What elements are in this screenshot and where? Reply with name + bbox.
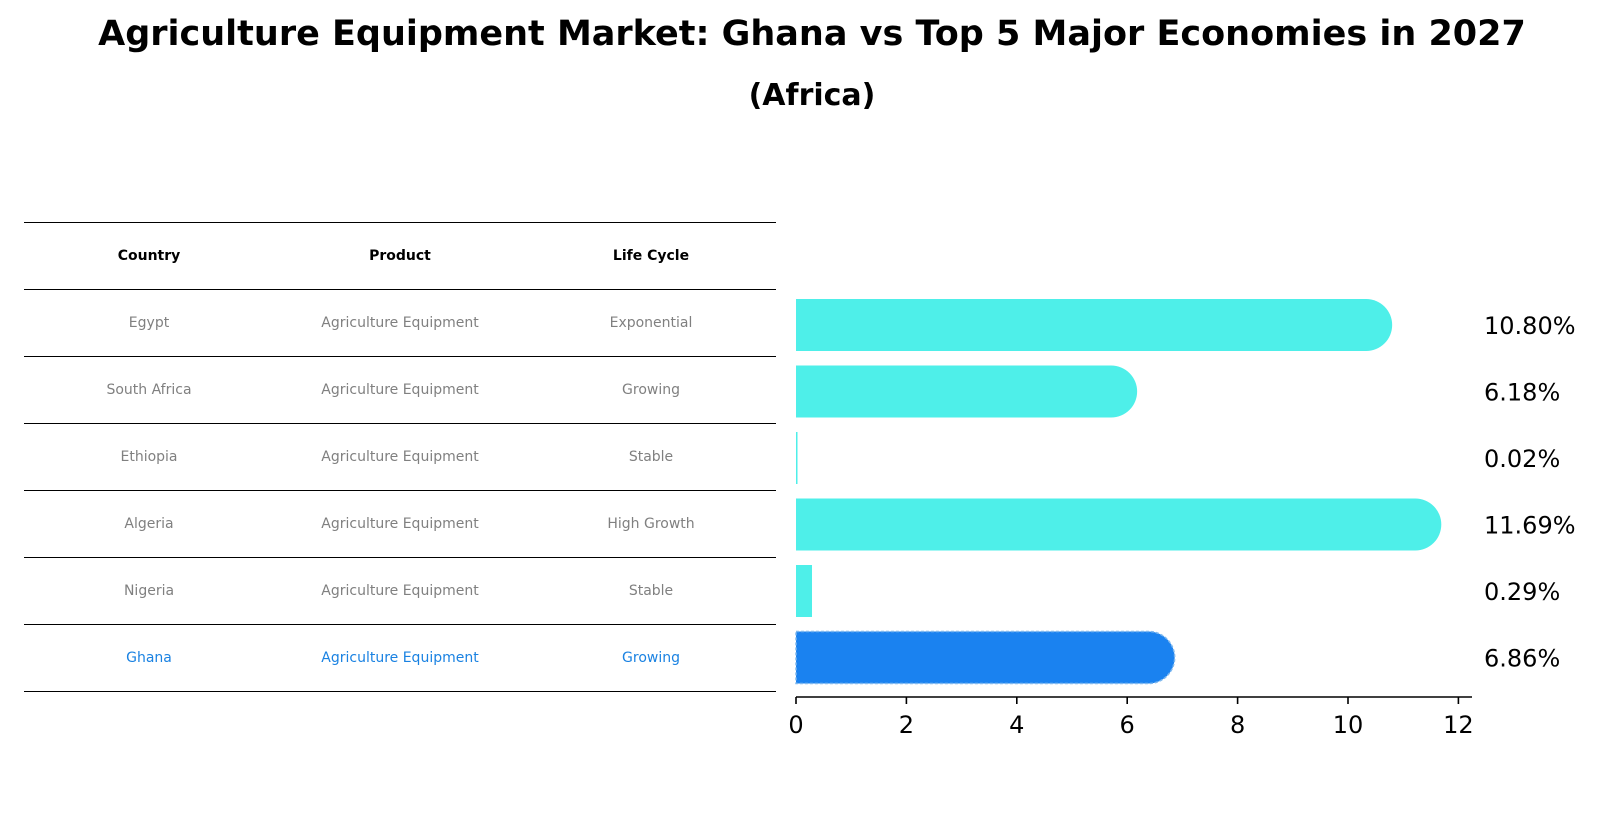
cell-country: Algeria — [124, 516, 174, 532]
cell-country: Ghana — [126, 650, 172, 666]
bar-ghana — [795, 630, 1176, 685]
table-row: Ethiopia Agriculture Equipment Stable — [24, 424, 776, 491]
cell-product: Agriculture Equipment — [321, 382, 479, 398]
cell-country: Egypt — [128, 315, 170, 331]
cell-product: Agriculture Equipment — [321, 449, 479, 465]
x-tick-label: 6 — [1120, 711, 1135, 739]
cell-life-cycle: Growing — [622, 650, 680, 666]
data-label-ghana: 6.86% — [1484, 645, 1560, 673]
bar-nigeria — [796, 565, 813, 617]
cell-country: Ethiopia — [120, 449, 178, 465]
cell-life-cycle: Stable — [628, 449, 674, 465]
data-label-nigeria: 0.29% — [1484, 578, 1560, 606]
cell-product: Agriculture Equipment — [321, 516, 479, 532]
bar-algeria — [796, 498, 1442, 551]
data-label-ethiopia: 0.02% — [1484, 445, 1560, 473]
table-row: Nigeria Agriculture Equipment Stable — [24, 558, 776, 625]
cell-life-cycle: High Growth — [607, 516, 695, 532]
header-life-cycle: Life Cycle — [612, 248, 690, 264]
table-row-highlighted: Ghana Agriculture Equipment Growing — [24, 625, 776, 692]
cell-life-cycle: Stable — [628, 583, 674, 599]
bar-egypt — [796, 299, 1393, 351]
table-header-row: Country Product Life Cycle — [24, 222, 776, 290]
cell-product: Agriculture Equipment — [321, 315, 479, 331]
x-tick-label: 4 — [1009, 711, 1024, 739]
x-tick-label: 12 — [1443, 711, 1474, 739]
data-table: Country Product Life Cycle Egypt Agricul… — [24, 222, 776, 692]
cell-country: South Africa — [106, 382, 192, 398]
cell-life-cycle: Growing — [622, 382, 680, 398]
header-country: Country — [117, 248, 181, 264]
chart-title: Agriculture Equipment Market: Ghana vs T… — [98, 14, 1526, 54]
bar-south-africa — [796, 365, 1138, 418]
header-product: Product — [369, 248, 431, 264]
cell-country: Nigeria — [123, 583, 175, 599]
table-row: South Africa Agriculture Equipment Growi… — [24, 357, 776, 424]
x-tick-label: 10 — [1333, 711, 1364, 739]
bar-ethiopia — [796, 432, 798, 484]
cell-product: Agriculture Equipment — [321, 650, 479, 666]
table-row: Algeria Agriculture Equipment High Growt… — [24, 491, 776, 558]
table-row: Egypt Agriculture Equipment Exponential — [24, 290, 776, 357]
x-tick-label: 0 — [788, 711, 803, 739]
data-label-south-africa: 6.18% — [1484, 379, 1560, 407]
x-tick-label: 8 — [1230, 711, 1245, 739]
data-label-egypt: 10.80% — [1484, 312, 1576, 340]
cell-life-cycle: Exponential — [609, 315, 693, 331]
data-label-algeria: 11.69% — [1484, 512, 1576, 540]
x-tick-label: 2 — [899, 711, 914, 739]
chart-subtitle: (Africa) — [748, 78, 876, 113]
cell-product: Agriculture Equipment — [321, 583, 479, 599]
